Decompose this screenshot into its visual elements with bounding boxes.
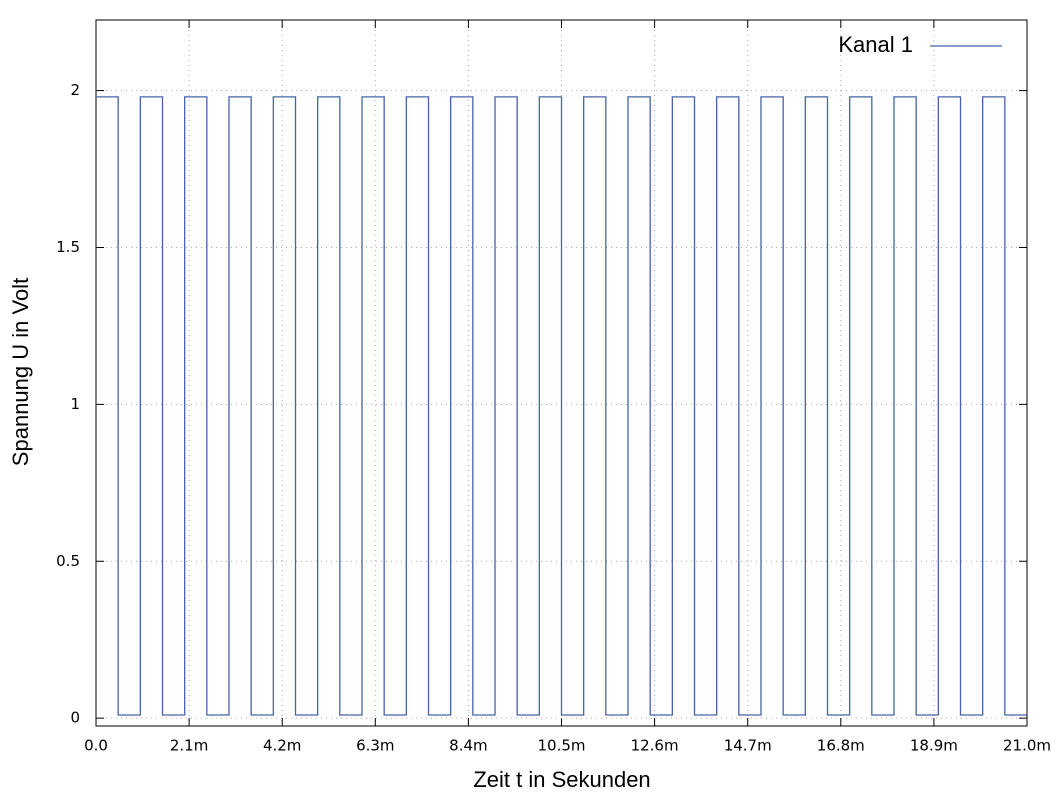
x-tick-label: 12.6m <box>631 737 679 755</box>
x-tick-label: 21.0m <box>1003 737 1051 755</box>
data-line <box>96 96 1027 716</box>
x-tick-label: 0.0 <box>84 737 108 755</box>
x-tick-label: 14.7m <box>724 737 772 755</box>
x-axis-title: Zeit t in Sekunden <box>473 767 650 792</box>
x-tick-label: 8.4m <box>449 737 487 755</box>
y-tick-label: 1.5 <box>56 238 80 256</box>
y-tick-label: 0.5 <box>56 552 80 570</box>
x-tick-label: 10.5m <box>537 737 585 755</box>
y-axis-title: Spannung U in Volt <box>8 278 33 466</box>
x-tick-label: 4.2m <box>263 737 301 755</box>
x-tick-label: 18.9m <box>910 737 958 755</box>
plot-frame <box>95 19 1028 727</box>
x-tick-label: 2.1m <box>170 737 208 755</box>
y-tick-label: 1 <box>70 395 80 413</box>
y-tick-label: 0 <box>70 709 80 727</box>
y-tick-label: 2 <box>70 81 80 99</box>
legend-label: Kanal 1 <box>838 32 913 57</box>
x-tick-label: 16.8m <box>817 737 865 755</box>
x-tick-label: 6.3m <box>356 737 394 755</box>
